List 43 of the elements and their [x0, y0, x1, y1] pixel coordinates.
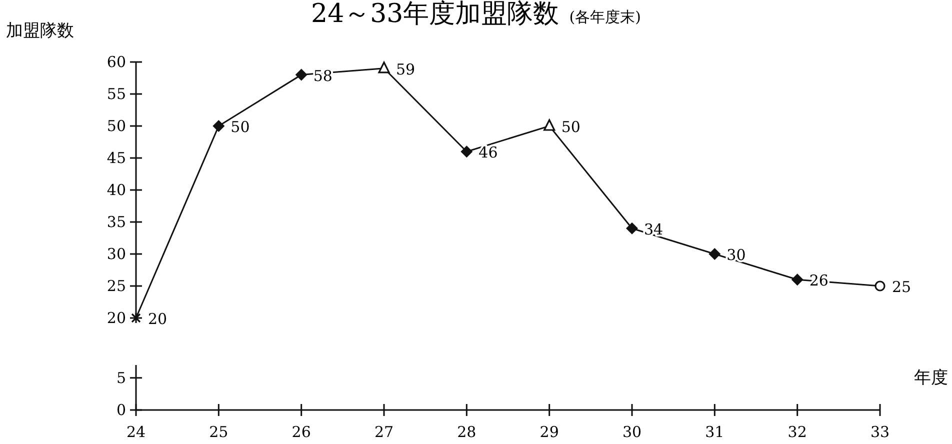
point	[626, 222, 638, 234]
y-tick-label: 50	[106, 117, 126, 135]
y-tick-label: 55	[106, 85, 126, 103]
x-tick-label: 24	[126, 423, 146, 441]
data-label: 30	[726, 246, 746, 264]
x-tick-label: 32	[788, 423, 807, 441]
y-tick-label: 35	[106, 213, 126, 231]
data-label: 25	[892, 278, 912, 296]
y-axis-title: 加盟隊数	[6, 21, 74, 41]
x-tick-label: 33	[870, 423, 890, 441]
y-tick-label: 40	[106, 181, 126, 199]
x-tick-label: 28	[457, 423, 476, 441]
data-label: 50	[230, 118, 250, 136]
x-tick-label: 27	[374, 423, 394, 441]
point	[791, 274, 804, 286]
point	[460, 146, 473, 158]
point	[131, 312, 141, 324]
y-tick-label: 45	[106, 149, 126, 167]
x-tick-label: 30	[622, 423, 642, 441]
point	[378, 62, 390, 74]
point	[544, 119, 556, 131]
x-tick-label: 26	[292, 423, 311, 441]
x-tick-label: 31	[705, 423, 724, 441]
y-tick-label: 25	[106, 277, 126, 295]
data-label: 46	[478, 144, 498, 162]
point	[874, 280, 886, 292]
y-tick-label: 0	[116, 401, 126, 419]
chart-subtitle: (各年度末)	[569, 8, 641, 26]
data-label: 50	[561, 118, 580, 136]
data-label: 59	[396, 60, 416, 78]
x-axis-title: 年度	[914, 368, 948, 388]
x-tick-label: 29	[540, 423, 559, 441]
y-tick-label: 20	[106, 309, 126, 327]
y-tick-label: 30	[106, 245, 126, 263]
data-label: 34	[644, 220, 664, 238]
point	[295, 68, 308, 81]
y-tick-label: 5	[116, 368, 126, 387]
point	[212, 120, 225, 132]
y-tick-label: 60	[106, 53, 126, 71]
x-tick-label: 25	[209, 423, 228, 441]
point	[708, 248, 721, 260]
chart-title: 24～33年度加盟隊数	[311, 0, 560, 29]
data-label: 20	[148, 310, 168, 328]
